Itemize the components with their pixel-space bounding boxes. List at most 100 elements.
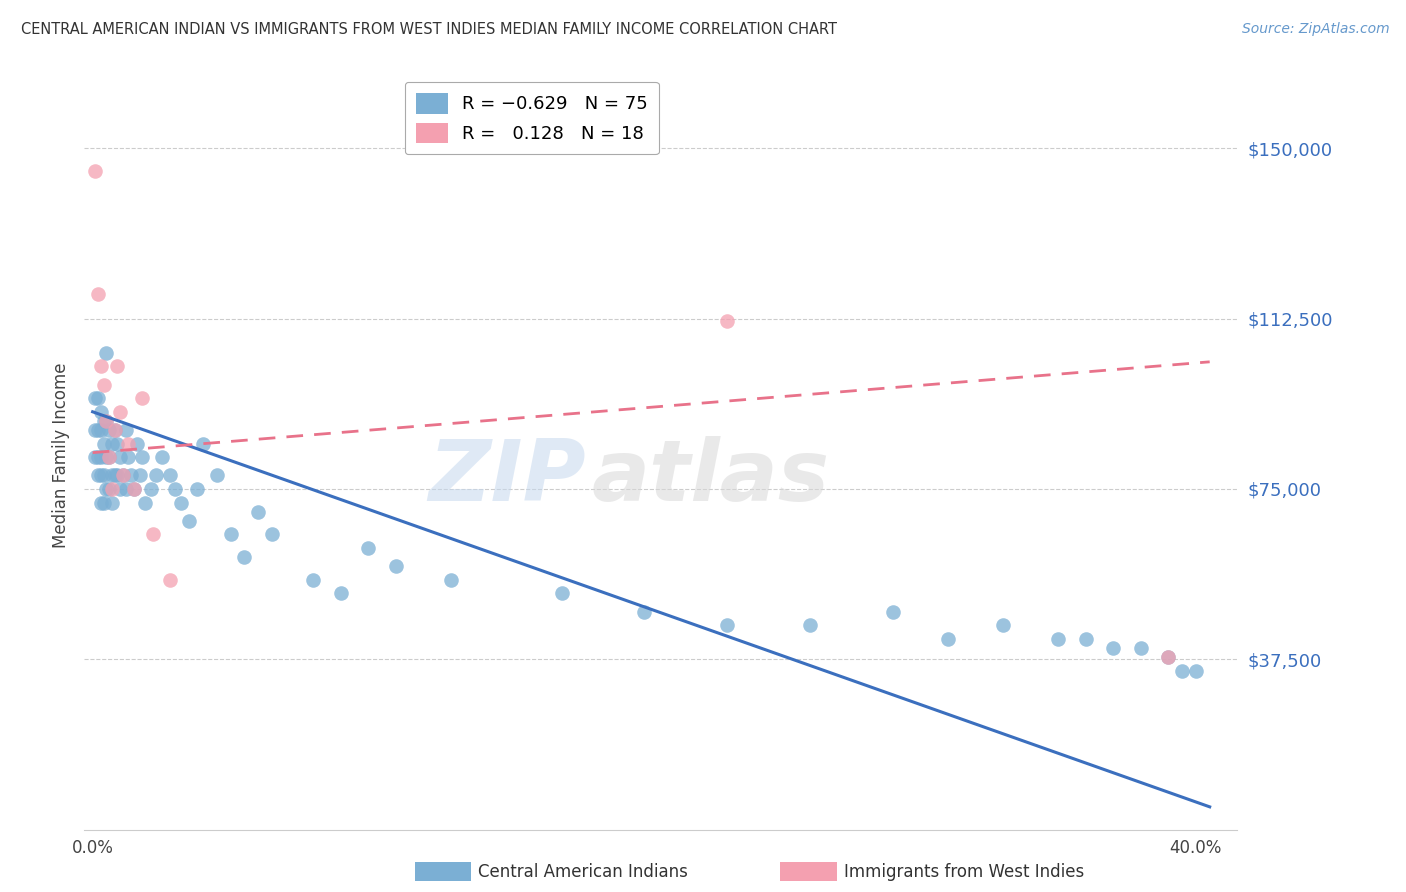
- Point: [96, 345, 118, 359]
- Point: [882, 605, 904, 619]
- Point: [90, 423, 112, 437]
- Text: CENTRAL AMERICAN INDIAN VS IMMIGRANTS FROM WEST INDIES MEDIAN FAMILY INCOME CORR: CENTRAL AMERICAN INDIAN VS IMMIGRANTS FR…: [21, 22, 837, 37]
- Point: [101, 468, 124, 483]
- Point: [84, 164, 107, 178]
- Point: [98, 450, 121, 465]
- Point: [1074, 632, 1097, 646]
- Point: [101, 436, 124, 450]
- Text: Source: ZipAtlas.com: Source: ZipAtlas.com: [1241, 22, 1389, 37]
- Point: [205, 468, 228, 483]
- Point: [329, 586, 352, 600]
- Point: [165, 482, 187, 496]
- Point: [131, 450, 153, 465]
- Point: [131, 391, 153, 405]
- Point: [84, 450, 107, 465]
- Point: [633, 605, 655, 619]
- Point: [101, 495, 124, 509]
- Point: [799, 618, 821, 632]
- Point: [87, 423, 110, 437]
- Point: [98, 423, 121, 437]
- Point: [179, 514, 201, 528]
- Point: [107, 436, 129, 450]
- Point: [104, 423, 127, 437]
- Point: [122, 482, 145, 496]
- Point: [87, 468, 110, 483]
- Point: [111, 468, 134, 483]
- Point: [150, 450, 173, 465]
- Point: [87, 450, 110, 465]
- Point: [385, 559, 408, 574]
- Point: [101, 482, 124, 496]
- Point: [357, 541, 380, 555]
- Point: [170, 495, 193, 509]
- Point: [87, 286, 110, 301]
- Point: [114, 423, 136, 437]
- Point: [90, 495, 112, 509]
- Point: [120, 468, 142, 483]
- Point: [110, 405, 132, 419]
- Point: [1129, 640, 1152, 655]
- Point: [159, 468, 181, 483]
- Point: [219, 527, 242, 541]
- Point: [110, 482, 132, 496]
- Point: [90, 450, 112, 465]
- Point: [145, 468, 167, 483]
- Point: [1171, 664, 1194, 678]
- Point: [93, 495, 115, 509]
- Legend: R = −0.629   N = 75, R =   0.128   N = 18: R = −0.629 N = 75, R = 0.128 N = 18: [405, 82, 659, 154]
- Point: [142, 527, 165, 541]
- Text: Central American Indians: Central American Indians: [478, 863, 688, 881]
- Point: [302, 573, 325, 587]
- Point: [186, 482, 208, 496]
- Point: [716, 314, 738, 328]
- Point: [1185, 664, 1208, 678]
- Point: [110, 450, 132, 465]
- Point: [104, 423, 127, 437]
- Point: [84, 423, 107, 437]
- Point: [90, 359, 112, 374]
- Point: [122, 482, 145, 496]
- Point: [87, 391, 110, 405]
- Point: [191, 436, 214, 450]
- Point: [96, 414, 118, 428]
- Point: [991, 618, 1014, 632]
- Point: [1157, 650, 1180, 665]
- Point: [440, 573, 463, 587]
- Point: [114, 482, 136, 496]
- Text: Immigrants from West Indies: Immigrants from West Indies: [844, 863, 1084, 881]
- Point: [1046, 632, 1069, 646]
- Point: [936, 632, 959, 646]
- Point: [139, 482, 162, 496]
- Point: [134, 495, 156, 509]
- Point: [96, 414, 118, 428]
- Point: [96, 450, 118, 465]
- Point: [104, 468, 127, 483]
- Point: [550, 586, 572, 600]
- Point: [93, 377, 115, 392]
- Point: [90, 468, 112, 483]
- Point: [111, 468, 134, 483]
- Point: [98, 482, 121, 496]
- Point: [159, 573, 181, 587]
- Point: [90, 405, 112, 419]
- Point: [233, 550, 256, 565]
- Point: [247, 505, 270, 519]
- Point: [260, 527, 283, 541]
- Y-axis label: Median Family Income: Median Family Income: [52, 362, 70, 548]
- Point: [93, 436, 115, 450]
- Point: [1157, 650, 1180, 665]
- Point: [93, 414, 115, 428]
- Text: atlas: atlas: [592, 436, 830, 519]
- Text: ZIP: ZIP: [429, 436, 586, 519]
- Point: [716, 618, 738, 632]
- Point: [107, 359, 129, 374]
- Point: [1102, 640, 1125, 655]
- Point: [93, 468, 115, 483]
- Point: [128, 468, 150, 483]
- Point: [84, 391, 107, 405]
- Point: [117, 450, 139, 465]
- Point: [98, 450, 121, 465]
- Point: [117, 436, 139, 450]
- Point: [107, 468, 129, 483]
- Point: [96, 482, 118, 496]
